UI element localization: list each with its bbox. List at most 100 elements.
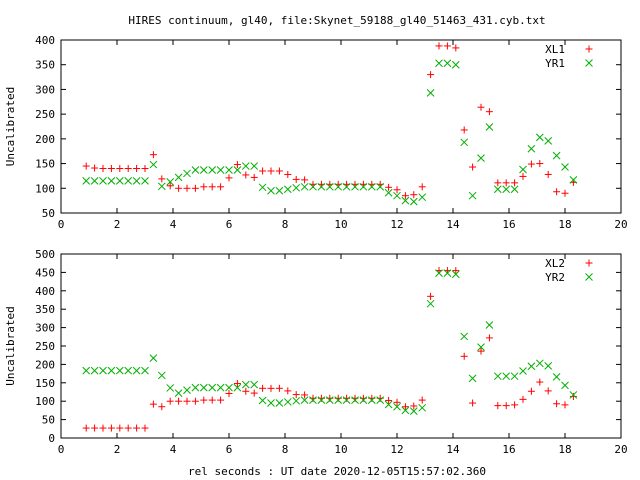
y-tick-label: 150 xyxy=(35,377,55,390)
legend-marker xyxy=(585,45,593,53)
data-point-d2 xyxy=(367,396,376,404)
data-point xyxy=(283,398,292,406)
data-point-d2 xyxy=(527,362,536,371)
data-point xyxy=(241,380,250,389)
data-point-d2 xyxy=(216,166,225,174)
data-point xyxy=(553,188,561,196)
data-point xyxy=(132,366,141,375)
data-point-d2 xyxy=(300,182,309,191)
data-point xyxy=(519,165,527,174)
data-point-d2 xyxy=(82,366,91,375)
data-point xyxy=(258,183,267,192)
data-point-d2 xyxy=(325,396,334,404)
data-point xyxy=(409,407,418,415)
data-point xyxy=(91,164,99,172)
data-point xyxy=(485,123,494,131)
data-point-d2 xyxy=(376,182,385,191)
data-point xyxy=(116,165,124,173)
data-point xyxy=(191,397,199,405)
legend-label: XL2 xyxy=(545,257,565,270)
data-point-d2 xyxy=(535,133,544,142)
data-point xyxy=(561,189,569,197)
data-point-d2 xyxy=(99,366,107,375)
data-point xyxy=(502,179,510,187)
y-tick-label: 200 xyxy=(35,358,55,371)
data-point xyxy=(527,144,536,153)
data-point xyxy=(393,402,401,411)
y-tick-label: 150 xyxy=(35,158,55,171)
data-point-d2 xyxy=(477,343,485,351)
data-point xyxy=(359,182,368,191)
data-point xyxy=(401,403,409,411)
data-point-d2 xyxy=(115,177,124,185)
data-point-d2 xyxy=(309,396,317,404)
data-point-d2 xyxy=(493,185,502,194)
data-point xyxy=(208,166,217,174)
data-point xyxy=(468,191,477,200)
data-point-d2 xyxy=(233,383,242,392)
data-point xyxy=(494,402,502,410)
data-point-d2 xyxy=(149,354,158,362)
data-point-d2 xyxy=(435,59,443,68)
data-point xyxy=(267,384,275,392)
data-point-d2 xyxy=(519,165,527,174)
data-point xyxy=(157,182,166,191)
data-point xyxy=(99,177,107,185)
data-point xyxy=(82,424,90,432)
data-point xyxy=(174,389,183,397)
data-point xyxy=(309,182,317,191)
data-point xyxy=(124,165,132,173)
data-point xyxy=(477,343,485,351)
bottom-panel: 0 2 4 6 8 10 12 14 16 18 2005010015020025030035040… xyxy=(4,248,628,456)
y-tick-label: 400 xyxy=(35,285,55,298)
data-point xyxy=(124,366,133,375)
legend-marker xyxy=(585,273,593,281)
x-tick-label: 12 xyxy=(390,443,403,456)
data-point xyxy=(301,391,309,399)
x-axis-label: rel seconds : UT date 2020-12-05T15:57:0… xyxy=(188,465,486,478)
data-point xyxy=(552,373,561,381)
data-point xyxy=(275,384,283,392)
data-point xyxy=(132,177,141,185)
data-point xyxy=(535,133,544,142)
y-tick-label: 50 xyxy=(42,414,55,427)
data-point xyxy=(250,380,259,389)
data-point xyxy=(158,175,166,183)
data-point xyxy=(452,44,460,52)
data-point-d2 xyxy=(552,151,561,160)
data-point xyxy=(149,151,157,159)
x-tick-label: 16 xyxy=(502,218,515,231)
x-tick-label: 6 xyxy=(226,218,233,231)
data-point-d2 xyxy=(90,177,99,185)
data-point xyxy=(149,400,157,408)
data-point xyxy=(183,386,191,395)
data-point-d2 xyxy=(132,366,141,375)
data-point xyxy=(90,366,99,375)
data-point-d2 xyxy=(443,59,452,68)
data-point xyxy=(376,182,385,191)
legend-label: YR1 xyxy=(545,57,565,70)
data-point xyxy=(157,371,166,380)
data-point-d2 xyxy=(208,166,217,174)
data-point xyxy=(325,396,334,404)
data-point-d2 xyxy=(149,160,158,169)
data-point xyxy=(384,400,393,409)
data-point xyxy=(141,366,149,375)
data-point xyxy=(174,173,183,182)
data-point xyxy=(527,160,535,168)
data-point xyxy=(183,184,191,192)
data-point-d2 xyxy=(409,197,418,206)
data-point xyxy=(443,269,452,277)
data-point xyxy=(460,332,469,341)
data-point-d2 xyxy=(250,380,259,389)
data-point xyxy=(569,176,578,184)
data-point xyxy=(569,391,578,399)
data-point xyxy=(191,166,200,174)
data-point xyxy=(175,397,183,405)
data-point xyxy=(91,424,99,432)
data-point xyxy=(569,392,577,400)
data-point xyxy=(342,182,351,191)
data-point xyxy=(233,166,242,174)
data-point xyxy=(410,191,418,199)
data-point-d2 xyxy=(199,166,208,174)
